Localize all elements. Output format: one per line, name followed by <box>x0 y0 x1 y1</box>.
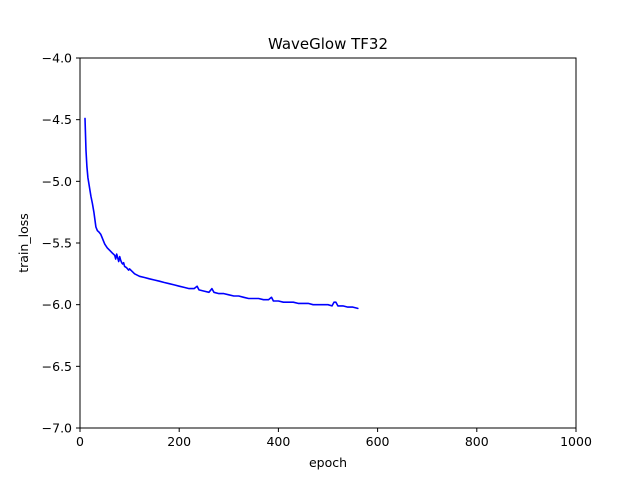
y-axis-label: train_loss <box>16 213 31 273</box>
x-tick-label: 0 <box>76 434 84 449</box>
y-tick-label: −4.0 <box>42 51 72 66</box>
y-tick-label: −4.5 <box>42 112 72 127</box>
y-tick-label: −5.0 <box>42 174 72 189</box>
plot-frame <box>79 57 577 429</box>
y-tick-label: −6.0 <box>42 297 72 312</box>
x-tick-label: 600 <box>366 434 390 449</box>
x-tick-label: 800 <box>465 434 489 449</box>
y-axis: −4.0 −4.5 −5.0 −5.5 −6.0 −6.5 −7.0 <box>42 51 80 436</box>
series-line <box>84 117 359 310</box>
y-tick-label: −6.5 <box>42 359 72 374</box>
x-tick-label: 1000 <box>560 434 592 449</box>
x-tick-label: 200 <box>167 434 191 449</box>
x-tick-label: 400 <box>266 434 290 449</box>
y-tick-label: −7.0 <box>42 421 72 436</box>
x-axis: 0 200 400 600 800 1000 <box>76 428 592 449</box>
plot-area <box>84 117 359 310</box>
y-tick-label: −5.5 <box>42 236 72 251</box>
chart-title: WaveGlow TF32 <box>268 35 388 53</box>
x-axis-label: epoch <box>309 455 347 470</box>
